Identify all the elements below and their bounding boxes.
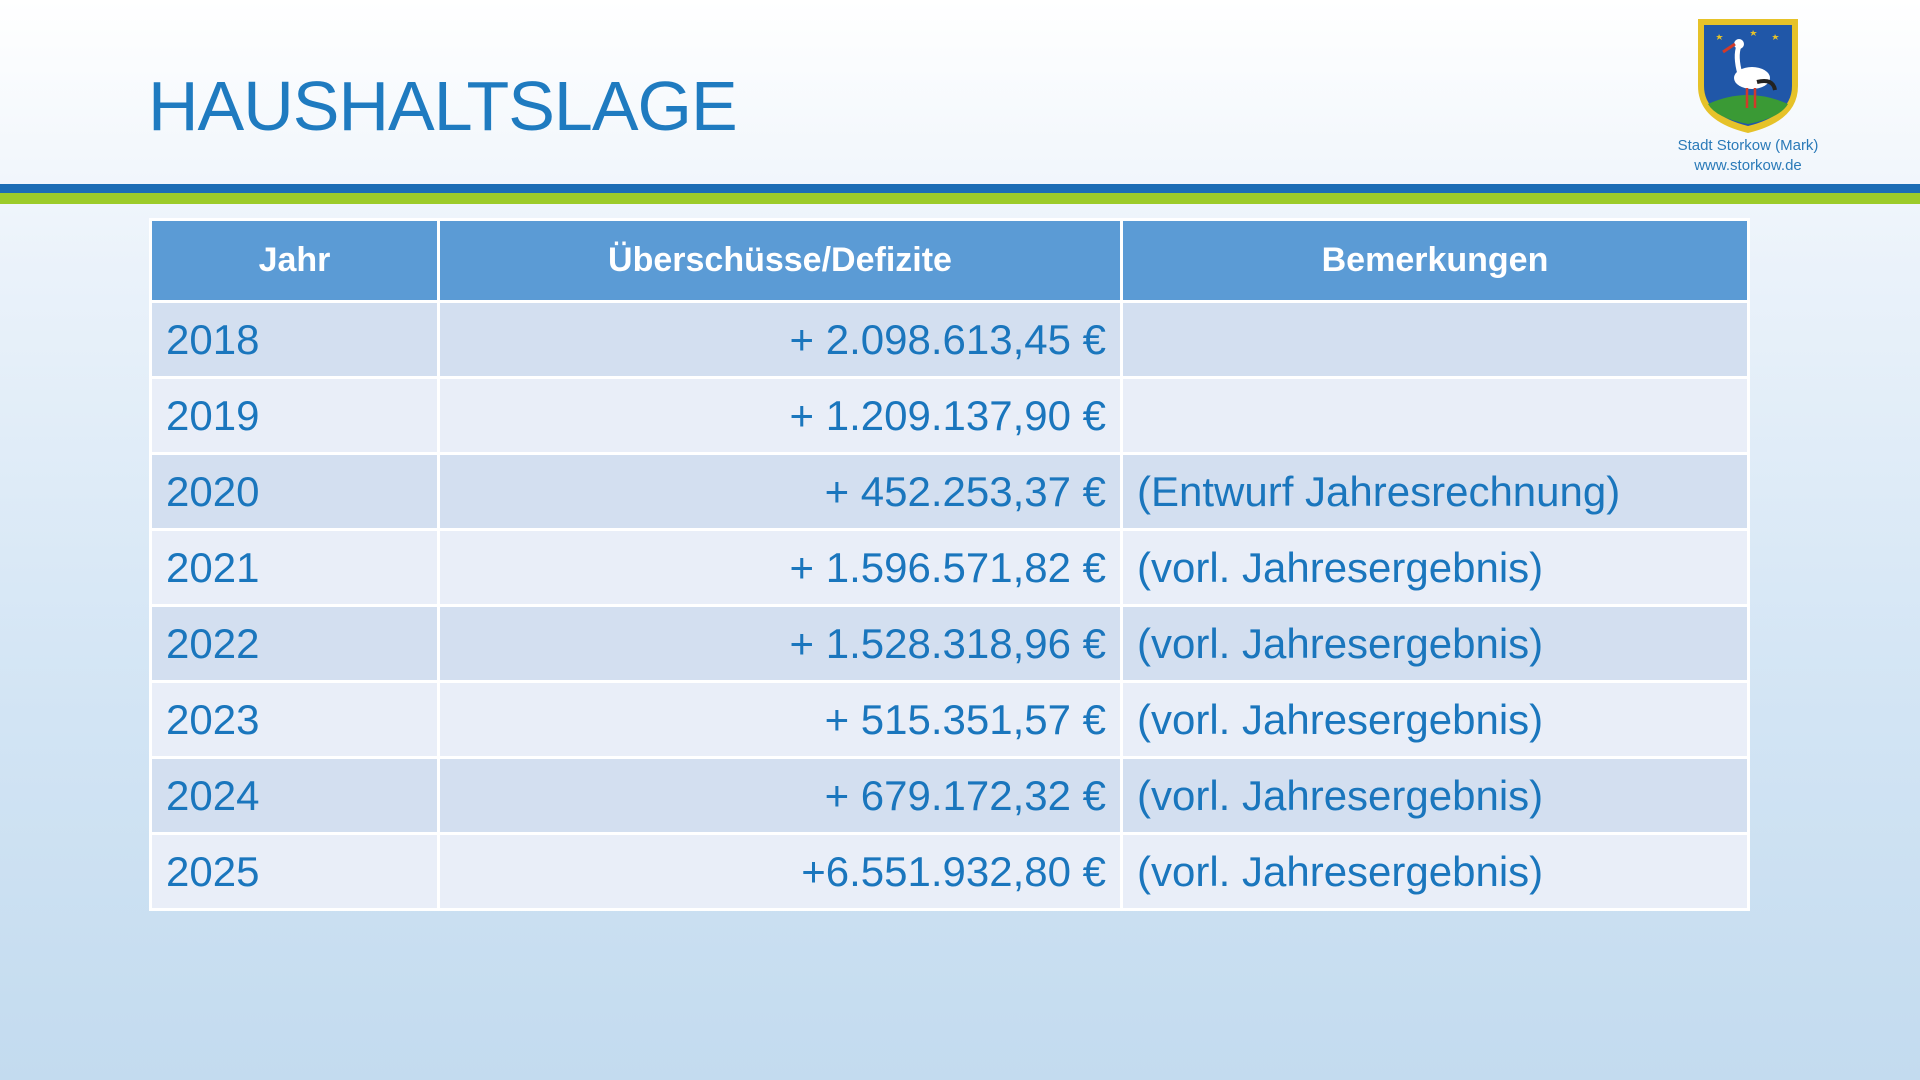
column-header: Jahr (149, 218, 440, 303)
table-cell: + 1.528.318,96 € (437, 604, 1123, 683)
table-cell: (vorl. Jahresergebnis) (1120, 756, 1750, 835)
table-cell: (Entwurf Jahresrechnung) (1120, 452, 1750, 531)
table-cell: (vorl. Jahresergebnis) (1120, 680, 1750, 759)
table-row: 2024 + 679.172,32 € (vorl. Jahresergebnis) (149, 756, 1750, 835)
table-cell (1120, 300, 1750, 379)
table-cell: 2021 (149, 528, 440, 607)
table-cell: (vorl. Jahresergebnis) (1120, 832, 1750, 911)
table-cell: 2023 (149, 680, 440, 759)
column-header: Bemerkungen (1120, 218, 1750, 303)
table: Jahr Überschüsse/Defizite Bemerkungen 2018… (149, 218, 1750, 911)
table-cell: (vorl. Jahresergebnis) (1120, 528, 1750, 607)
table-cell: 2019 (149, 376, 440, 455)
table-cell: + 452.253,37 € (437, 452, 1123, 531)
stripe (0, 193, 1920, 204)
table-cell: 2018 (149, 300, 440, 379)
table-row: 2023 + 515.351,57 € (vorl. Jahresergebnis) (149, 680, 1750, 759)
table-cell: 2020 (149, 452, 440, 531)
table-row: 2021 + 1.596.571,82 € (vorl. Jahresergebni… (149, 528, 1750, 607)
table-cell: + 515.351,57 € (437, 680, 1123, 759)
logo: Stadt Storkow (Mark) www.storkow.de (1660, 16, 1836, 176)
header-row: Jahr Überschüsse/Defizite Bemerkungen (149, 218, 1750, 303)
slide-title: HAUSHALTSLAGE (148, 67, 738, 145)
table-cell (1120, 376, 1750, 455)
table-row: 2019 + 1.209.137,90 € (149, 376, 1750, 455)
table-row: 2022 + 1.528.318,96 € (vorl. Jahresergebni… (149, 604, 1750, 683)
table-cell: + 679.172,32 € (437, 756, 1123, 835)
table-row: 2020 + 452.253,37 € (Entwurf Jahresrechnun… (149, 452, 1750, 531)
coat-of-arms (1698, 19, 1798, 133)
logo-caption: www.storkow.de (1694, 157, 1802, 174)
table-row: 2018 + 2.098.613,45 € (149, 300, 1750, 379)
table-cell: +6.551.932,80 € (437, 832, 1123, 911)
stripe (0, 184, 1920, 193)
table-row: 2025 +6.551.932,80 € (vorl. Jahresergebnis… (149, 832, 1750, 911)
table-cell: (vorl. Jahresergebnis) (1120, 604, 1750, 683)
table-cell: 2024 (149, 756, 440, 835)
column-header: Überschüsse/Defizite (437, 218, 1123, 303)
table-cell: + 1.209.137,90 € (437, 376, 1123, 455)
table-cell: 2022 (149, 604, 440, 683)
table-cell: 2025 (149, 832, 440, 911)
table-cell: + 2.098.613,45 € (437, 300, 1123, 379)
logo-caption: Stadt Storkow (Mark) (1677, 137, 1819, 154)
table-cell: + 1.596.571,82 € (437, 528, 1123, 607)
